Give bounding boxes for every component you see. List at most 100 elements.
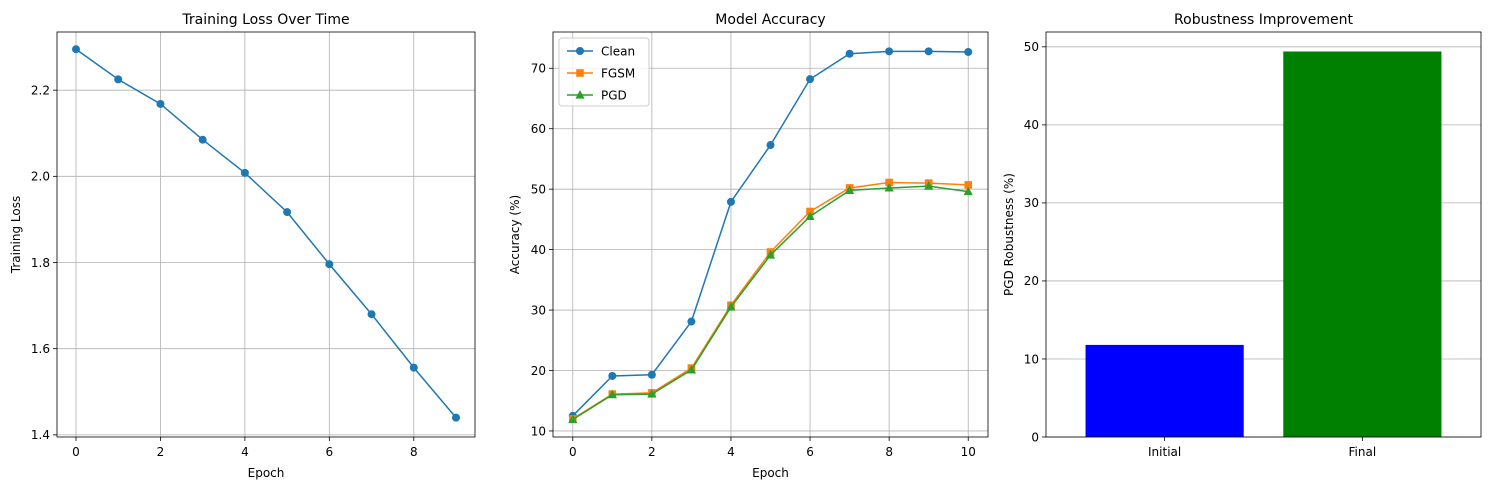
data-point	[283, 208, 292, 217]
series-line	[572, 181, 969, 420]
series-line	[75, 48, 457, 419]
series-pgd	[568, 181, 973, 424]
y-tick-label: 2.0	[31, 170, 50, 184]
data-point	[686, 364, 697, 374]
data-point	[963, 186, 973, 196]
data-point	[964, 47, 973, 56]
data-point	[114, 75, 123, 84]
x-tick-label: 2	[648, 445, 656, 459]
y-tick-label: 1.8	[31, 256, 50, 270]
data-point	[885, 47, 894, 56]
data-point	[325, 260, 334, 269]
y-axis-label: Accuracy (%)	[508, 195, 522, 274]
bar-initial	[1085, 344, 1244, 437]
chart-title: Training Loss Over Time	[181, 12, 349, 28]
data-point	[726, 197, 735, 206]
chart-3: Initial Final 0 10 20 30 40 50 Robustness Improv…	[1002, 12, 1482, 459]
data-point	[845, 49, 854, 58]
data-point	[766, 141, 775, 150]
data-point	[198, 135, 207, 144]
y-tick-label: 0	[1031, 430, 1039, 444]
legend-label: PGD	[601, 88, 627, 102]
data-point	[844, 185, 855, 194]
legend-label: FGSM	[601, 66, 635, 80]
axes-frame	[552, 31, 989, 438]
y-tick-label: 50	[531, 182, 546, 196]
x-tick-label: 4	[241, 445, 249, 459]
data-point	[885, 178, 893, 187]
x-tick-label: 0	[569, 445, 577, 459]
y-tick-label: 1.6	[31, 342, 50, 356]
legend-item-pgd: PGD	[567, 88, 627, 102]
data-point	[452, 413, 460, 422]
x-tick-label: 6	[326, 445, 334, 459]
y-tick-label: 20	[1024, 274, 1039, 288]
data-point	[608, 371, 617, 380]
y-tick-label: 1.4	[31, 428, 50, 442]
series-fgsm	[568, 178, 973, 423]
series-clean	[568, 47, 973, 420]
y-tick-label: 30	[531, 303, 546, 317]
data-point	[924, 47, 933, 56]
gridlines	[57, 32, 475, 437]
y-tick-label: 50	[1024, 40, 1039, 54]
x-axis-label: Epoch	[248, 466, 285, 480]
y-axis-label: PGD Robustness (%)	[1002, 173, 1016, 296]
y-tick-label: 30	[1024, 196, 1039, 210]
data-point	[687, 317, 696, 326]
data-point	[884, 182, 894, 192]
legend-marker	[576, 69, 584, 77]
x-axis-label: Epoch	[752, 466, 789, 480]
data-point	[806, 75, 815, 84]
legend-item-clean: Clean	[567, 44, 635, 58]
x-tick-label: 2	[157, 445, 165, 459]
data-point	[805, 211, 815, 220]
x-tick-label: 6	[806, 445, 814, 459]
axes-frame	[1045, 31, 1482, 438]
data-point	[647, 389, 657, 398]
x-tick-label: 8	[410, 445, 418, 459]
chart-title: Robustness Improvement	[1174, 12, 1353, 28]
bar-final	[1283, 51, 1442, 438]
data-point	[924, 181, 934, 190]
chart-2: 0 2 4 6 8 10 10 20 30 40 50 60 70 Model Accuracy Epoch…	[508, 12, 989, 480]
legend: Clean FGSM PGD	[558, 37, 650, 107]
y-tick-label: 10	[531, 424, 546, 438]
x-tick-label: 10	[961, 445, 976, 459]
y-tick-label: 20	[531, 364, 546, 378]
x-tick-label: 8	[885, 445, 893, 459]
data-point	[409, 363, 418, 372]
data-point	[964, 181, 973, 189]
x-tick-label: 4	[727, 445, 735, 459]
data-point	[568, 414, 578, 424]
y-tick-label: 40	[1024, 118, 1039, 132]
data-point	[607, 389, 617, 399]
legend-marker	[576, 47, 584, 55]
y-axis-label: Training Loss	[9, 196, 23, 274]
legend-marker	[575, 90, 585, 99]
y-tick-label: 70	[531, 62, 546, 76]
series-line	[572, 185, 969, 421]
y-tick-label: 60	[531, 122, 546, 136]
data-point	[72, 45, 80, 54]
data-point	[647, 370, 656, 379]
y-tick-label: 40	[531, 243, 546, 257]
data-point	[765, 250, 776, 259]
x-tick-label: 0	[72, 445, 80, 459]
legend-item-fgsm: FGSM	[567, 66, 635, 80]
data-point	[726, 302, 736, 311]
x-tick-label: Final	[1349, 445, 1377, 459]
legend-box	[558, 37, 650, 107]
chart-1: 0 2 4 6 8 1.4 1.6 1.8 2.0 2.2 Training Loss Over T…	[9, 12, 476, 480]
data-point	[367, 310, 376, 319]
y-tick-label: 2.2	[31, 83, 50, 97]
axes-frame	[56, 31, 476, 438]
y-tick-label: 10	[1024, 352, 1039, 366]
data-point	[156, 99, 165, 108]
series-1	[72, 45, 460, 422]
chart-title: Model Accuracy	[715, 12, 825, 28]
legend-label: Clean	[601, 44, 635, 58]
x-tick-label: Initial	[1148, 445, 1181, 459]
data-point	[240, 168, 249, 177]
